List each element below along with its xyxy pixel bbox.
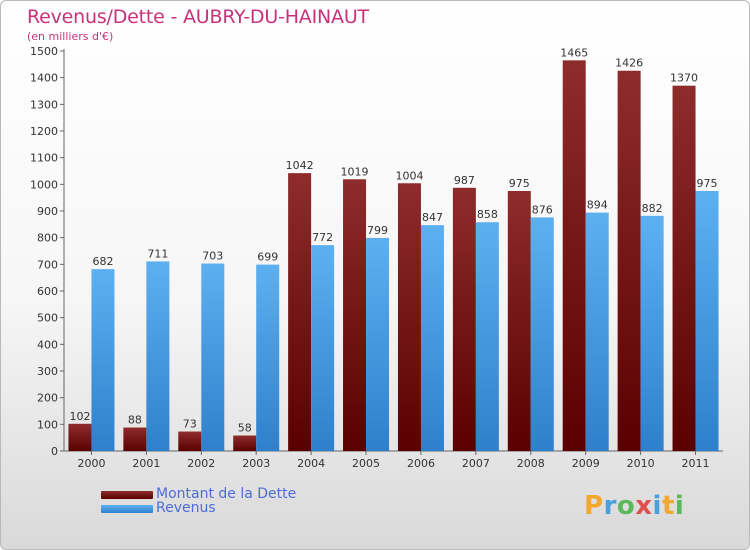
y-tick-label: 900 bbox=[37, 205, 58, 218]
x-tick-label: 2005 bbox=[352, 457, 380, 470]
debt-value-label: 1019 bbox=[341, 165, 369, 178]
revenue-value-label: 699 bbox=[257, 251, 278, 264]
x-tick-label: 2001 bbox=[132, 457, 160, 470]
proxiti-logo: Proxiti bbox=[584, 491, 685, 521]
debt-value-label: 73 bbox=[183, 418, 197, 431]
debt-value-label: 1370 bbox=[670, 72, 698, 85]
revenue-bar bbox=[201, 263, 225, 451]
chart-title: Revenus/Dette - AUBRY-DU-HAINAUT bbox=[27, 6, 369, 28]
y-tick-label: 100 bbox=[37, 418, 58, 431]
revenue-bar bbox=[640, 215, 664, 451]
y-tick-label: 0 bbox=[51, 445, 58, 458]
debt-bar bbox=[178, 431, 202, 451]
y-tick-label: 1500 bbox=[30, 45, 58, 58]
debt-bar bbox=[233, 435, 257, 451]
debt-bar bbox=[562, 60, 586, 451]
debt-bar bbox=[452, 187, 476, 452]
x-tick-label: 2007 bbox=[462, 457, 490, 470]
x-tick-label: 2008 bbox=[517, 457, 545, 470]
y-tick-label: 1300 bbox=[30, 98, 58, 111]
revenue-bar bbox=[475, 222, 499, 451]
y-tick-label: 500 bbox=[37, 312, 58, 325]
debt-bar bbox=[343, 179, 367, 451]
y-tick-label: 300 bbox=[37, 365, 58, 378]
debt-value-label: 1042 bbox=[286, 159, 314, 172]
y-tick-label: 200 bbox=[37, 392, 58, 405]
debt-value-label: 88 bbox=[128, 414, 142, 427]
x-tick-label: 2002 bbox=[187, 457, 215, 470]
legend-swatch-revenue bbox=[101, 505, 153, 513]
revenue-value-label: 975 bbox=[697, 177, 718, 190]
y-tick-label: 1100 bbox=[30, 152, 58, 165]
x-tick-label: 2000 bbox=[77, 457, 105, 470]
debt-value-label: 975 bbox=[509, 177, 530, 190]
x-tick-label: 2009 bbox=[572, 457, 600, 470]
chart-subtitle: (en milliers d'€) bbox=[27, 30, 114, 43]
legend-label-debt: Montant de la Dette bbox=[156, 486, 297, 502]
revenue-bar bbox=[585, 212, 609, 451]
y-tick-label: 700 bbox=[37, 258, 58, 271]
debt-value-label: 1004 bbox=[395, 169, 423, 182]
debt-value-label: 58 bbox=[238, 422, 252, 435]
y-tick-label: 600 bbox=[37, 285, 58, 298]
debt-bar bbox=[68, 423, 92, 451]
revenue-value-label: 799 bbox=[367, 224, 388, 237]
x-tick-label: 2004 bbox=[297, 457, 325, 470]
revenue-bar bbox=[366, 237, 390, 451]
y-tick-label: 800 bbox=[37, 232, 58, 245]
x-tick-label: 2006 bbox=[407, 457, 435, 470]
debt-bar bbox=[507, 191, 531, 451]
debt-value-label: 987 bbox=[454, 174, 475, 187]
revenue-value-label: 703 bbox=[202, 250, 223, 263]
revenue-bar bbox=[256, 264, 280, 451]
debt-bar bbox=[123, 427, 147, 451]
revenue-value-label: 711 bbox=[147, 247, 168, 260]
debt-bar bbox=[617, 70, 641, 451]
revenue-value-label: 882 bbox=[642, 202, 663, 215]
revenue-bar bbox=[311, 245, 335, 451]
debt-value-label: 1465 bbox=[560, 46, 588, 59]
y-tick-label: 1000 bbox=[30, 178, 58, 191]
revenue-value-label: 772 bbox=[312, 231, 333, 244]
revenue-bar bbox=[420, 225, 444, 451]
revenue-bar bbox=[146, 261, 170, 451]
revenue-bar bbox=[530, 217, 554, 451]
y-tick-label: 400 bbox=[37, 338, 58, 351]
x-tick-label: 2003 bbox=[242, 457, 270, 470]
debt-value-label: 102 bbox=[69, 410, 90, 423]
debt-value-label: 1426 bbox=[615, 57, 643, 70]
x-tick-label: 2010 bbox=[627, 457, 655, 470]
revenue-value-label: 894 bbox=[587, 199, 608, 212]
y-tick-label: 1200 bbox=[30, 125, 58, 138]
revenue-value-label: 847 bbox=[422, 211, 443, 224]
revenue-value-label: 858 bbox=[477, 208, 498, 221]
debt-bar bbox=[397, 183, 421, 451]
x-tick-label: 2011 bbox=[682, 457, 710, 470]
legend-swatch-debt bbox=[101, 491, 153, 499]
revenue-bar bbox=[91, 269, 115, 451]
revenue-value-label: 876 bbox=[532, 203, 553, 216]
y-tick-label: 1400 bbox=[30, 72, 58, 85]
debt-bar bbox=[288, 173, 312, 451]
legend-label-revenue: Revenus bbox=[156, 500, 216, 516]
revenue-value-label: 682 bbox=[92, 255, 113, 268]
revenue-bar bbox=[695, 191, 719, 451]
debt-bar bbox=[672, 85, 696, 452]
